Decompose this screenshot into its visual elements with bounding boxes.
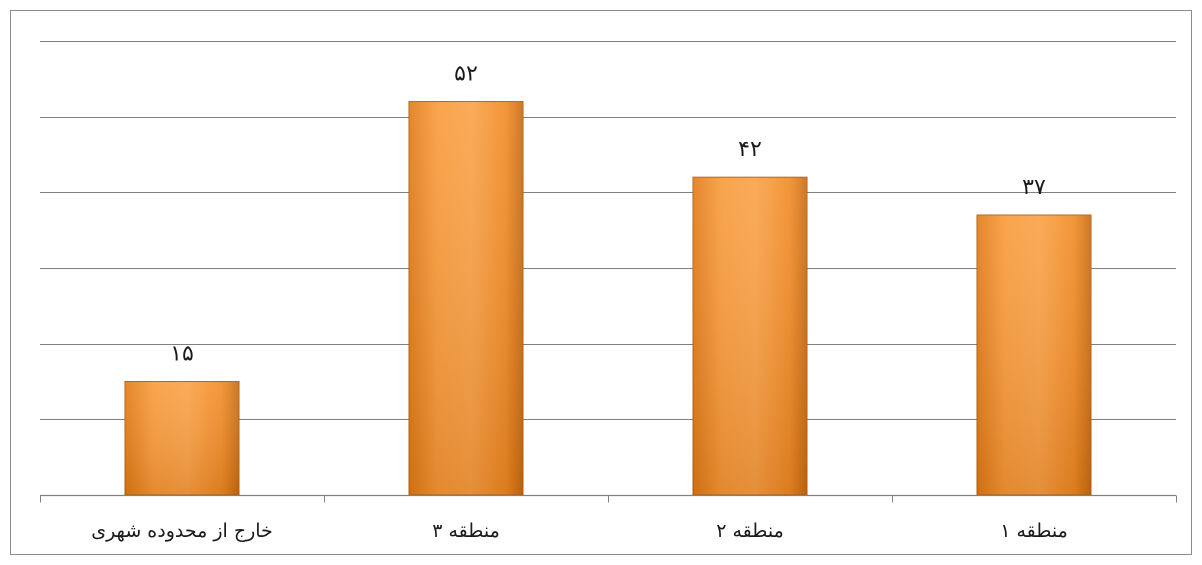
data-label: ۴۲ xyxy=(738,137,762,162)
data-label: ۵۲ xyxy=(454,62,478,87)
x-axis xyxy=(40,494,1177,503)
chart-frame: ۱۵ خارج از محدوده شهری ۵۲ منطقه ۳ ۴۲ منطقه ۲ ۳… xyxy=(10,10,1192,555)
bar-shading xyxy=(125,381,239,495)
category-label: منطقه ۱ xyxy=(1000,520,1068,542)
category-label: منطقه ۳ xyxy=(432,520,500,542)
labels: ۱۵ خارج از محدوده شهری ۵۲ منطقه ۳ ۴۲ منطقه ۲ ۳… xyxy=(91,62,1068,542)
category-label: منطقه ۲ xyxy=(716,520,784,542)
data-label: ۱۵ xyxy=(170,342,194,367)
bars xyxy=(124,101,1092,496)
category-label: خارج از محدوده شهری xyxy=(91,520,273,542)
data-label: ۳۷ xyxy=(1022,175,1046,200)
bar-chart: ۱۵ خارج از محدوده شهری ۵۲ منطقه ۳ ۴۲ منطقه ۲ ۳… xyxy=(40,41,1177,542)
bar-shading xyxy=(409,101,523,496)
bar-shading xyxy=(693,177,807,495)
bar-shading xyxy=(977,215,1091,496)
